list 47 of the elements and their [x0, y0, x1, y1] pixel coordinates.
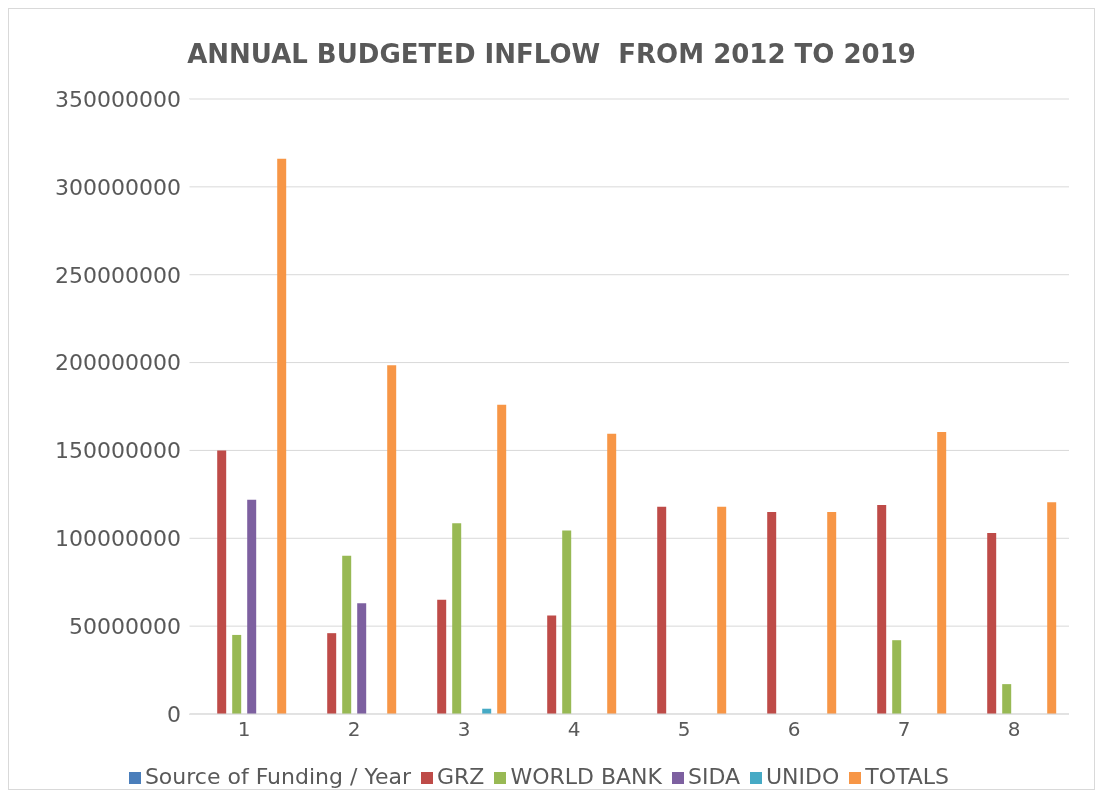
y-tick-label: 300000000	[55, 174, 181, 200]
bar	[387, 365, 397, 714]
bar	[657, 506, 667, 714]
bar	[452, 523, 462, 714]
bar	[877, 504, 887, 714]
bar	[1002, 684, 1012, 714]
y-tick-label: 100000000	[55, 526, 181, 552]
bar	[217, 450, 227, 714]
bar	[547, 615, 557, 714]
bar	[892, 640, 902, 714]
bar	[827, 511, 837, 714]
bar	[497, 404, 507, 714]
bar	[937, 431, 947, 714]
y-tick-label: 150000000	[55, 438, 181, 464]
x-tick-label: 8	[1007, 717, 1021, 742]
bar	[327, 633, 337, 714]
bar	[987, 533, 997, 714]
bar	[437, 599, 447, 714]
x-tick-label: 3	[457, 717, 471, 742]
bar	[607, 433, 617, 714]
y-tick-label: 350000000	[55, 86, 181, 112]
bar	[1047, 502, 1057, 714]
y-tick-label: 200000000	[55, 350, 181, 376]
y-tick-label: 0	[167, 701, 181, 727]
y-tick-label: 50000000	[69, 613, 181, 639]
bar	[767, 511, 777, 714]
legend-label: WORLD BANK	[510, 764, 662, 789]
x-tick-label: 6	[787, 717, 801, 742]
bar	[357, 603, 367, 714]
legend-label: SIDA	[687, 764, 741, 789]
legend-label: Source of Funding / Year	[144, 764, 411, 789]
bar	[232, 634, 242, 714]
legend-label: UNIDO	[766, 764, 840, 789]
x-tick-label: 7	[897, 717, 911, 742]
y-tick-label: 250000000	[55, 262, 181, 288]
bar	[277, 158, 287, 714]
x-tick-label: 5	[677, 717, 691, 742]
bar	[717, 506, 727, 714]
bar	[562, 530, 572, 714]
chart-title: ANNUAL BUDGETED INFLOW FROM 2012 TO 2019	[186, 38, 917, 71]
bar	[342, 555, 352, 714]
legend-label: GRZ	[436, 764, 485, 789]
x-tick-label: 2	[347, 717, 361, 742]
legend-label: TOTALS	[865, 764, 950, 789]
bar	[247, 499, 257, 714]
x-tick-label: 1	[237, 717, 251, 742]
x-tick-label: 4	[567, 717, 581, 742]
